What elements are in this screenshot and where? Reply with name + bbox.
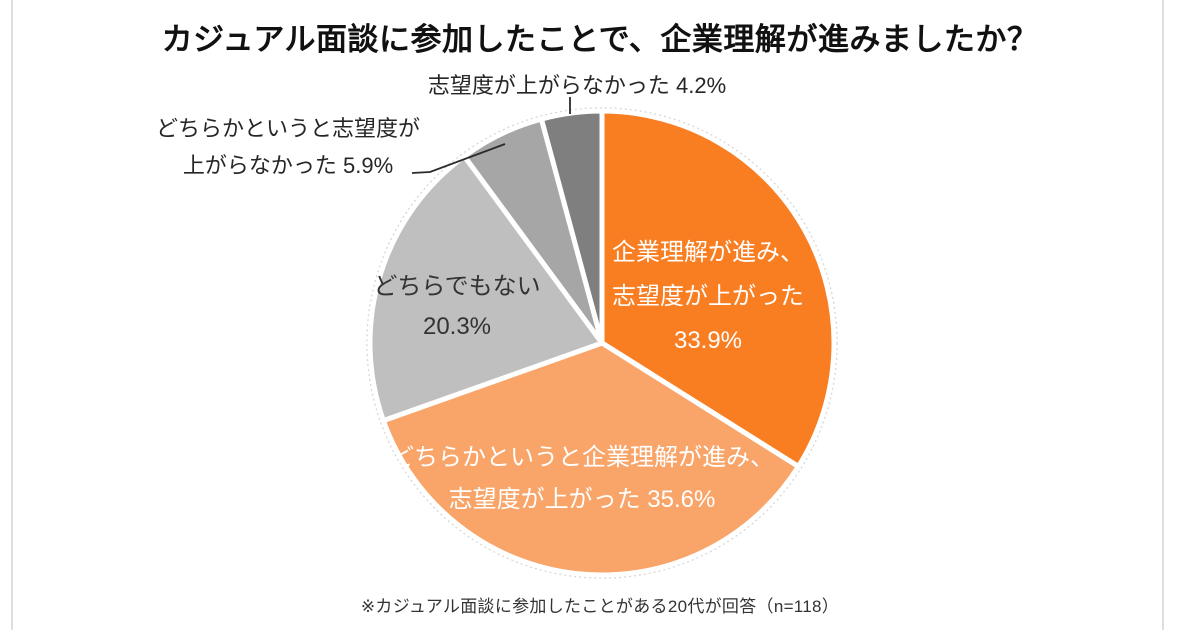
pie-slices-group — [367, 108, 837, 578]
slice-label-line1: 企業理解が進み、 — [612, 239, 804, 266]
pie-slice-4 — [538, 108, 605, 346]
pie-slice-2 — [367, 153, 605, 424]
page-border-left — [11, 0, 13, 630]
slice-label-line2: 志望度が上がった — [612, 283, 804, 310]
slice-label-somewhat-understood-improved: どちらかというと企業理解が進み、 志望度が上がった 35.6% — [390, 437, 774, 521]
callout-text-line2: 上がらなかった 5.9% — [182, 153, 394, 178]
slice-label-pct: 33.9% — [673, 327, 743, 354]
callout-text-line1: どちらかというと志望度が — [155, 116, 421, 141]
slice-label-line1: どちらかというと企業理解が進み、 — [390, 444, 774, 471]
slice-label-pct: 20.3% — [422, 313, 492, 340]
callout-text: 志望度が上がらなかった 4.2% — [427, 73, 727, 98]
chart-title: カジュアル面談に参加したことで、企業理解が進みましたか？ — [161, 22, 1039, 57]
leader-line-left — [411, 143, 506, 174]
slice-label-line2: 志望度が上がった 35.6% — [448, 486, 716, 513]
slice-label-understood-improved: 企業理解が進み、 志望度が上がった 33.9% — [612, 231, 804, 363]
slice-label-neither: どちらでもない 20.3% — [373, 267, 540, 347]
page-border-right — [1162, 0, 1164, 630]
slice-label-line1: どちらでもない — [373, 273, 541, 300]
chart-footnote: ※カジュアル面談に参加したことがある20代が回答（n=118） — [360, 597, 840, 616]
pie-slice-1 — [380, 340, 801, 578]
pie-outline-dashed — [366, 107, 838, 579]
callout-label-somewhat-not-improved: どちらかというと志望度が 上がらなかった 5.9% — [156, 110, 420, 184]
callout-label-not-improved: 志望度が上がらなかった 4.2% — [428, 68, 726, 100]
